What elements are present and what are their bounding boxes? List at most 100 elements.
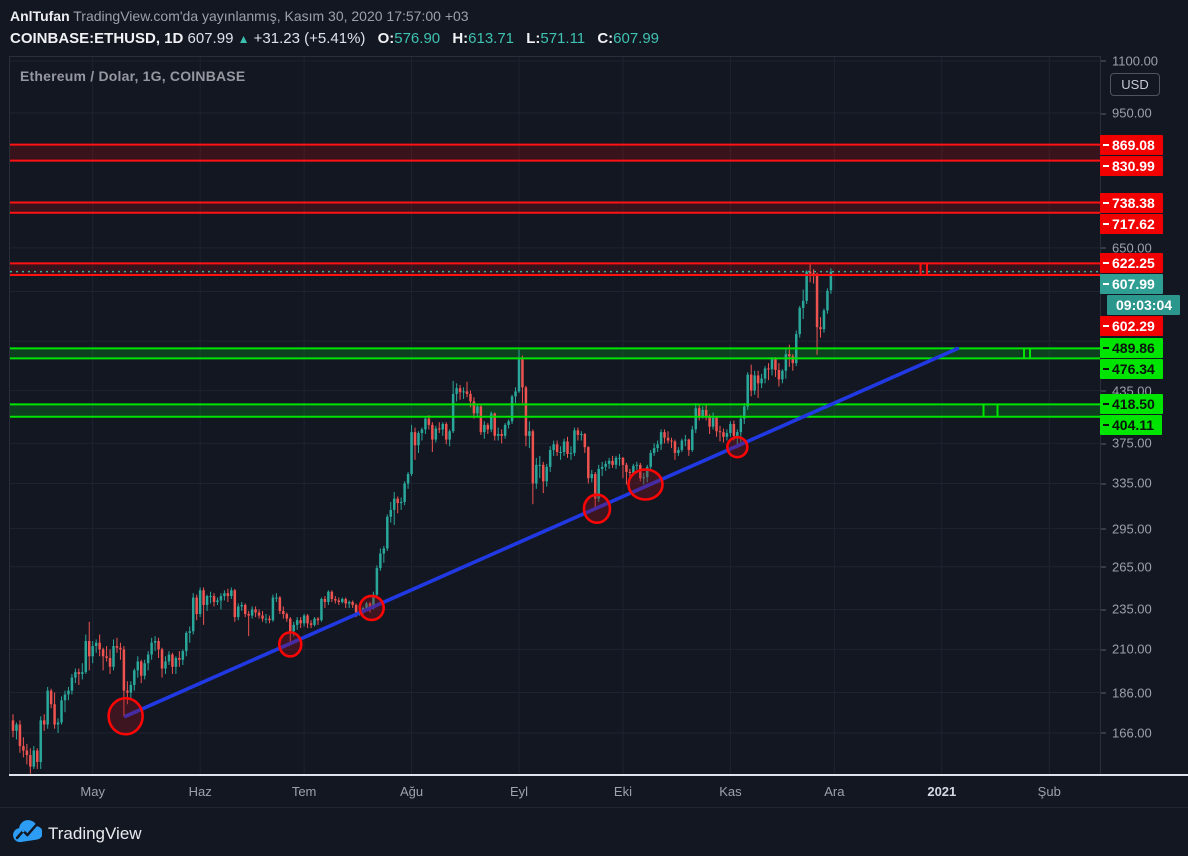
candle-body bbox=[368, 603, 372, 608]
candlestick-chart-canvas[interactable] bbox=[10, 57, 1100, 774]
candle-body bbox=[448, 431, 451, 440]
candle-body bbox=[216, 600, 219, 602]
candle-body bbox=[139, 661, 143, 676]
candle-body bbox=[815, 273, 819, 328]
candle-body bbox=[247, 614, 250, 616]
candle-body bbox=[399, 501, 403, 504]
candle-body bbox=[427, 418, 431, 425]
trend-touch-circle[interactable] bbox=[726, 435, 749, 459]
candle-body bbox=[663, 432, 666, 438]
candle-body bbox=[188, 631, 192, 633]
up-arrow-icon: ▲ bbox=[237, 32, 250, 46]
candle-body bbox=[798, 307, 801, 335]
candle-body bbox=[718, 431, 722, 433]
candle-body bbox=[743, 406, 746, 419]
price-tick-label: 235.00 bbox=[1101, 601, 1152, 617]
candle-body bbox=[257, 612, 261, 616]
time-tick-label: May bbox=[80, 784, 105, 799]
candle-body bbox=[392, 498, 396, 510]
price-zone-fill bbox=[10, 202, 1100, 213]
price-level-badge: 476.34 bbox=[1100, 359, 1163, 380]
candle-body bbox=[49, 690, 53, 705]
price-level-badge: 607.99 bbox=[1100, 274, 1163, 295]
tradingview-brand-text[interactable]: TradingView bbox=[48, 824, 142, 843]
candle-body bbox=[91, 646, 94, 657]
candle-body bbox=[597, 468, 600, 499]
time-axis[interactable]: May Haz Tem Ağu Eyl Eki Kas Ara 2021 Şub bbox=[0, 776, 1188, 807]
candle-body bbox=[202, 590, 205, 605]
candle-body bbox=[417, 433, 420, 446]
candle-body bbox=[101, 649, 105, 657]
candle-body bbox=[500, 434, 503, 436]
candle-body bbox=[320, 599, 323, 621]
price-tick-label: 265.00 bbox=[1101, 559, 1152, 575]
candle-body bbox=[406, 474, 410, 484]
close-value: 607.99 bbox=[613, 30, 660, 47]
candle-body bbox=[587, 447, 590, 479]
candle-body bbox=[576, 430, 580, 435]
candle-body bbox=[503, 424, 507, 436]
candle-body bbox=[205, 596, 209, 605]
trend-touch-circle[interactable] bbox=[107, 696, 144, 736]
candle-body bbox=[271, 597, 275, 621]
candle-body bbox=[174, 657, 178, 667]
currency-unit-button[interactable]: USD bbox=[1110, 73, 1160, 96]
price-level-badge: 830.99 bbox=[1100, 155, 1163, 176]
candle-body bbox=[431, 424, 434, 440]
high-label: H: bbox=[452, 30, 469, 47]
candle-body bbox=[749, 374, 753, 391]
candle-body bbox=[143, 663, 146, 676]
candle-body bbox=[642, 477, 646, 479]
candle-body bbox=[334, 599, 337, 601]
price-tick-label: 210.00 bbox=[1101, 641, 1152, 657]
time-tick-label: Ağu bbox=[399, 784, 424, 799]
candle-body bbox=[46, 690, 49, 725]
price-level-badge: 602.29 bbox=[1100, 316, 1163, 337]
candle-body bbox=[237, 606, 240, 618]
candle-body bbox=[53, 704, 56, 725]
countdown-badge: 09:03:04 bbox=[1107, 295, 1181, 316]
chart-pane[interactable] bbox=[9, 56, 1101, 774]
candle-body bbox=[704, 409, 708, 417]
time-axis-separator bbox=[0, 807, 1188, 808]
candle-body bbox=[729, 423, 732, 434]
candle-body bbox=[386, 516, 389, 549]
trend-touch-circle[interactable] bbox=[358, 594, 385, 622]
time-tick-label: Eyl bbox=[509, 784, 529, 799]
candle-body bbox=[514, 391, 517, 397]
high-value: 613.71 bbox=[468, 30, 515, 47]
symbol-label: COINBASE:ETHUSD, 1D bbox=[10, 30, 184, 47]
candle-body bbox=[569, 452, 573, 454]
candle-body bbox=[299, 620, 302, 624]
candle-body bbox=[382, 548, 386, 554]
author-name: AnlTufan bbox=[10, 8, 70, 24]
candle-body bbox=[444, 423, 448, 440]
candle-body bbox=[801, 300, 805, 308]
trend-touch-circle[interactable] bbox=[627, 468, 664, 501]
trend-touch-circle[interactable] bbox=[277, 631, 303, 658]
candle-body bbox=[344, 599, 347, 604]
trend-touch-circle[interactable] bbox=[582, 493, 612, 525]
candle-body bbox=[233, 590, 237, 618]
candle-body bbox=[25, 750, 29, 756]
candle-body bbox=[340, 599, 344, 602]
candle-body bbox=[725, 433, 729, 437]
price-tick-label: 375.00 bbox=[1101, 435, 1152, 451]
price-tick-label: 186.00 bbox=[1101, 685, 1152, 701]
candle-body bbox=[133, 670, 136, 685]
candle-body bbox=[11, 720, 15, 731]
open-value: 576.90 bbox=[394, 30, 441, 47]
candle-body bbox=[191, 597, 195, 632]
candle-body bbox=[583, 434, 587, 448]
candle-body bbox=[496, 434, 500, 436]
candle-body bbox=[691, 429, 694, 451]
tradingview-logo-icon[interactable] bbox=[12, 818, 42, 848]
uptrend-line[interactable] bbox=[123, 346, 960, 719]
candle-body bbox=[656, 444, 659, 449]
price-axis[interactable]: USD 1100.00 950.00 650.00 435.00 375.00 335.0… bbox=[1100, 53, 1188, 774]
candle-body bbox=[434, 428, 438, 440]
candle-body bbox=[472, 401, 476, 414]
candle-body bbox=[309, 623, 313, 625]
candle-body bbox=[555, 444, 559, 452]
